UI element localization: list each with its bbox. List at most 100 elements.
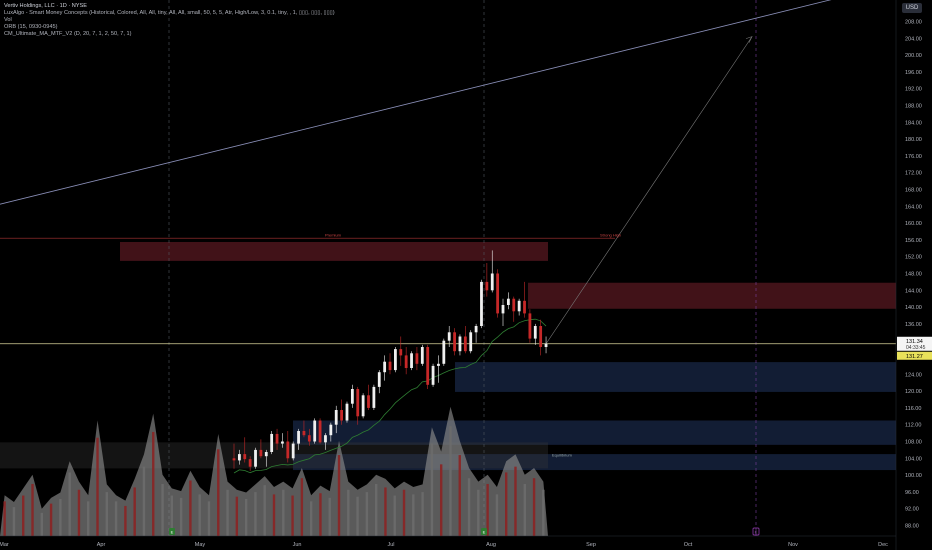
candle-body (254, 449, 257, 467)
volume-bar (207, 501, 211, 536)
candle-body (356, 389, 360, 417)
volume-bar (439, 464, 443, 536)
y-tick-label: 200.00 (905, 53, 922, 59)
candle (544, 336, 548, 354)
volume-bar (152, 431, 155, 536)
currency-button[interactable]: USD (902, 3, 922, 13)
x-tick-label: May (195, 542, 206, 548)
volume-bar (114, 501, 118, 536)
volume-bar (291, 495, 294, 536)
candle-body (496, 273, 500, 314)
volume-bar (77, 489, 81, 536)
volume-bar (59, 499, 62, 536)
legend-ma[interactable]: CM_Ultimate_MA_MTF_V2 (D, 20, 7, 1, 2, 5… (4, 31, 132, 37)
volume-bar (3, 501, 6, 536)
volume-bar (356, 496, 359, 536)
zone-demand (455, 362, 896, 392)
y-tick-label: 152.00 (905, 255, 922, 261)
candle (485, 263, 489, 297)
candle-body (281, 441, 284, 444)
symbol-title[interactable]: Vertiv Holdings, LLC · 1D · NYSE (4, 3, 88, 9)
volume-bar (179, 497, 183, 536)
y-tick-label: 184.00 (905, 120, 922, 126)
volume-bar (68, 472, 71, 536)
volume-histogram (0, 406, 548, 536)
yellow-price-text: 131.27 (906, 354, 923, 360)
y-tick-label: 188.00 (905, 104, 922, 110)
x-tick-label: Aug (486, 542, 496, 548)
candle (383, 355, 387, 381)
volume-bar (300, 478, 304, 536)
candle-body (350, 389, 354, 404)
y-tick-label: 100.00 (905, 473, 922, 479)
volume-bar (254, 492, 257, 536)
legend-orb[interactable]: ORB (15, 0930-0945) (4, 24, 58, 30)
candle-body (383, 361, 387, 373)
candle (453, 328, 456, 356)
candle-body (334, 410, 338, 425)
volume-bar (328, 497, 331, 536)
flag-may (169, 528, 175, 535)
candle (415, 347, 419, 371)
candle-body (506, 298, 510, 305)
candle-body (447, 332, 451, 341)
volume-bar (170, 495, 174, 536)
candle-body (410, 353, 413, 368)
candle-body (286, 441, 290, 459)
candle-body (307, 435, 311, 442)
candle (420, 344, 424, 366)
candle (377, 370, 381, 394)
volume-bar (105, 492, 109, 536)
volume-bar (412, 494, 415, 536)
candle (442, 338, 446, 366)
volume-bar (384, 487, 387, 536)
candle-body (275, 433, 279, 444)
candle (350, 384, 354, 408)
candle (372, 384, 376, 410)
volume-bar (486, 483, 489, 536)
premium-label: Premium (325, 233, 342, 238)
volume-bar (505, 472, 508, 536)
zone-demand (293, 420, 896, 445)
volume-bar (542, 489, 545, 536)
candle-body (367, 395, 370, 408)
time-axis[interactable]: Mar Apr May Jun Jul Aug Sep Oct Nov Dec (0, 542, 888, 548)
candle-body (420, 347, 424, 364)
volume-bar (430, 443, 434, 536)
candle (334, 405, 338, 434)
candle-body (539, 326, 543, 347)
legend-vol[interactable]: Vol (4, 17, 12, 23)
volume-bar (495, 494, 499, 536)
candle-body (463, 336, 467, 352)
zone-supply (528, 282, 896, 309)
candle-body (469, 332, 473, 352)
volume-bar (272, 494, 276, 536)
candle-body (523, 300, 526, 314)
candle (447, 326, 451, 347)
y-tick-label: 140.00 (905, 305, 922, 311)
volume-bar (458, 455, 461, 536)
y-tick-label: 156.00 (905, 238, 922, 244)
candle-body (243, 454, 247, 460)
y-tick-label: 124.00 (905, 372, 922, 378)
volume-bar (477, 489, 480, 536)
flag-aug-text: E (483, 530, 486, 535)
volume-bar (161, 483, 164, 536)
candle (302, 420, 306, 438)
y-tick-label: 116.00 (905, 406, 921, 412)
candle (490, 250, 494, 293)
candle-body (232, 458, 236, 461)
x-tick-label: Nov (788, 542, 798, 548)
y-tick-label: 96.00 (905, 490, 919, 496)
flag-aug (481, 528, 487, 535)
candle (394, 347, 397, 373)
candle-body (490, 273, 494, 291)
legend-smc[interactable]: LuxAlgo - Smart Money Concepts (Historic… (4, 10, 335, 16)
trend-line (0, 0, 832, 205)
x-tick-label: Dec (878, 542, 888, 548)
y-tick-label: 180.00 (905, 137, 922, 143)
candle-body (544, 343, 548, 347)
volume-bar (235, 496, 239, 536)
